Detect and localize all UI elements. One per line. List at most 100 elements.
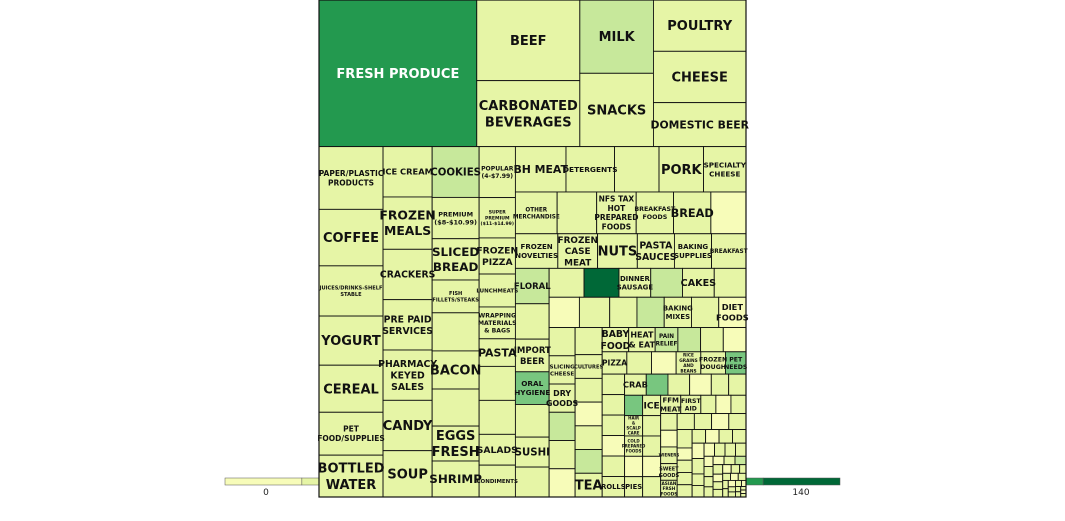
cell-label-pet-food-supplies: PET FOOD/SUPPLIES	[317, 425, 384, 443]
cell-label-lunchmeats: LUNCHMEATS	[476, 288, 518, 294]
treemap-cell	[727, 486, 736, 493]
treemap-cell	[727, 479, 736, 488]
cell-label-shrimp: SHRIMP	[429, 472, 482, 486]
cell-label-frozen-case-meat: FROZEN CASE MEAT	[558, 236, 598, 268]
treemap-cell-baking-mixes	[663, 296, 692, 329]
cell-label-bacon: BACON	[430, 364, 481, 379]
cell-label-nfs-tax-hot-prepared-foods: NFS TAX HOT PREPARED FOODS	[594, 194, 638, 231]
treemap-cell	[714, 442, 726, 457]
colorbar-segment	[762, 477, 841, 486]
treemap-cell-baby-food	[601, 327, 630, 353]
treemap-cell	[735, 486, 742, 493]
treemap-cell	[735, 491, 742, 498]
treemap-cell	[601, 455, 626, 477]
cell-label-paper-plastic-products: PAPER/PLASTIC PRODUCTS	[319, 169, 384, 187]
treemap-cell	[723, 455, 736, 466]
treemap-cell	[730, 464, 741, 474]
cell-label-breakfast-foods: BREAKFAST FOODS	[634, 206, 676, 221]
treemap-cell-juices-drinks-shelf-stable	[318, 265, 384, 317]
treemap-cell	[722, 479, 729, 490]
treemap-cell	[705, 429, 720, 444]
treemap-cell	[548, 267, 585, 298]
treemap-cell	[715, 394, 732, 415]
cell-label-import-beer: IMPORT BEER	[514, 346, 551, 367]
cell-label-pasta: PASTA	[478, 346, 517, 359]
treemap-cell	[514, 303, 550, 340]
cell-label-cakes: CAKES	[681, 278, 716, 289]
treemap-cell	[737, 472, 747, 481]
treemap-cell	[691, 485, 705, 498]
treemap-cell	[614, 146, 660, 193]
treemap-cell	[727, 491, 736, 498]
treemap-cell-nuts	[597, 233, 638, 269]
cell-label-yogurt: YOGURT	[320, 334, 381, 349]
cell-label-specialty-cheese: SPECIALTY CHEESE	[704, 160, 747, 178]
cell-label-fish-fillets-steaks: FISH FILLETS/STEAKS	[432, 291, 479, 303]
treemap-cell-milk	[579, 0, 654, 74]
treemap-cell	[712, 464, 724, 475]
cell-label-bottled-water: BOTTLED WATER	[318, 462, 385, 493]
cell-label-pasta-sauces: PASTA SAUCES	[635, 240, 677, 263]
cell-label-eggs-fresh: EGGS FRESH	[432, 429, 480, 460]
cell-label-asian-frsh-foods: ASIAN FRSH FOODS	[660, 481, 677, 498]
treemap-cell-carbonated-beverages	[476, 80, 581, 148]
treemap-cell	[722, 472, 731, 481]
treemap-cell-crackers	[382, 248, 433, 301]
cell-label-pet-needs: PET NEEDS	[724, 356, 747, 371]
treemap-cell	[624, 394, 644, 417]
treemap-frame	[318, 0, 747, 498]
treemap-cell	[712, 488, 724, 498]
treemap-cell	[676, 459, 693, 473]
cell-label-crackers: CRACKERS	[380, 270, 436, 281]
cell-label-rolls: ROLLS	[601, 483, 626, 491]
cell-label-salads: SALADS	[477, 445, 518, 456]
treemap-cell	[710, 191, 747, 235]
treemap-cell-ice-cream	[382, 146, 433, 198]
treemap-cell-condiments	[478, 464, 516, 498]
treemap-cell	[735, 479, 742, 487]
treemap-cell	[660, 429, 678, 448]
cell-label-other-merchandise: OTHER MERCHANDISE	[513, 207, 560, 220]
cell-label-pies: PIES	[625, 483, 642, 491]
cell-label-dinner-sausage: DINNER SAUSAGE	[617, 275, 654, 292]
cell-label-wrapping-materials-bags: WRAPPING MATERIALS & BAGS	[478, 312, 517, 334]
treemap-cell	[740, 486, 747, 491]
treemap-cell	[601, 373, 626, 396]
treemap-cell-baking-supplies	[673, 233, 712, 269]
treemap-cell	[548, 440, 576, 470]
treemap-cell-soup	[382, 450, 433, 498]
cell-label-snacks: SNACKS	[587, 104, 646, 119]
treemap-cell	[650, 267, 683, 298]
cell-label-pain-relief: PAIN RELIEF	[656, 334, 678, 347]
treemap-cell-coffee	[318, 208, 384, 267]
cell-label-frozen-dough: FROZEN DOUGH	[699, 356, 727, 371]
cell-label-diet-foods: DIET FOODS	[716, 302, 749, 322]
treemap-cell	[431, 312, 480, 352]
treemap-cell	[676, 472, 693, 486]
treemap-cell	[609, 296, 638, 329]
treemap-cell	[574, 425, 603, 451]
cell-label-pizza: PIZZA	[602, 359, 627, 368]
cell-label-cheese: CHEESE	[672, 71, 728, 86]
cell-label-oral-hygiene: ORAL HYGIENE	[514, 379, 550, 397]
treemap-cell-pork	[658, 146, 704, 193]
treemap-cell-breakfast	[711, 233, 747, 269]
cell-label-detergents: DETERGENTS	[563, 165, 618, 174]
treemap-cell-dinner-sausage	[618, 267, 652, 298]
cell-label-super-premium-11-14-99: SUPER PREMIUM ($11-$14.99)	[481, 210, 514, 227]
treemap-cell	[514, 466, 550, 498]
cell-label-frozen-pizza: FROZEN PIZZA	[476, 245, 518, 267]
treemap-cell	[574, 401, 603, 427]
treemap-cell	[711, 413, 730, 431]
treemap-cell	[713, 267, 747, 298]
treemap-cell	[703, 442, 715, 457]
cell-label-ice: ICE	[644, 402, 660, 412]
treemap-cell-fish-fillets-steaks	[431, 279, 480, 314]
treemap-cell	[703, 476, 714, 488]
cell-label-domestic-beer: DOMESTIC BEER	[651, 118, 750, 131]
treemap-cell	[735, 442, 747, 457]
treemap-cell-lunchmeats	[478, 273, 516, 308]
cell-label-fresh-produce: FRESH PRODUCE	[336, 67, 459, 82]
treemap-cell	[677, 327, 702, 353]
